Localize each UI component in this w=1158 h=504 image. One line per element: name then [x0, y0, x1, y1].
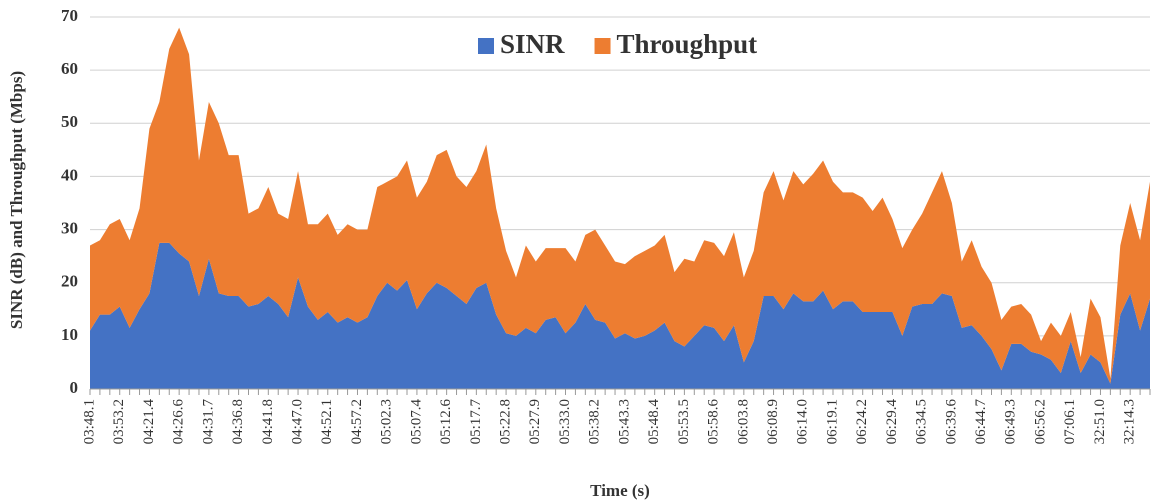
x-tick-label: 05:02.3 — [379, 399, 395, 444]
x-tick-label: 06:24.2 — [854, 399, 870, 444]
x-tick-label: 05:07.4 — [408, 399, 424, 445]
x-tick-label: 04:36.8 — [230, 399, 246, 444]
x-tick-label: 06:39.6 — [943, 399, 959, 445]
x-tick-label: 32:14.3 — [1122, 399, 1138, 444]
x-tick-label: 04:47.0 — [289, 399, 305, 444]
x-tick-label: 04:31.7 — [200, 399, 216, 445]
x-tick-label: 06:14.0 — [795, 399, 811, 444]
x-tick-label: 05:12.6 — [438, 399, 454, 445]
x-tick-label: 07:06.1 — [1062, 399, 1078, 444]
y-tick-label: 50 — [61, 112, 78, 131]
x-tick-label: 04:57.2 — [349, 399, 365, 444]
legend-swatch — [478, 38, 494, 54]
y-tick-label: 20 — [61, 272, 78, 291]
x-tick-label: 05:33.0 — [557, 399, 573, 444]
x-tick-label: 06:08.9 — [765, 399, 781, 444]
y-tick-label: 70 — [61, 6, 78, 25]
legend-swatch — [594, 38, 611, 54]
y-tick-label: 30 — [61, 218, 78, 237]
x-tick-label: 04:52.1 — [319, 399, 335, 444]
x-tick-label: 05:58.6 — [706, 399, 722, 445]
x-tick-label: 04:41.8 — [260, 399, 276, 444]
x-tick-label: 05:27.9 — [527, 399, 543, 444]
y-axis-title: SINR (dB) and Throughput (Mbps) — [7, 71, 26, 329]
y-tick-label: 40 — [61, 165, 78, 184]
y-tick-label: 60 — [61, 59, 78, 78]
area-1 — [90, 27, 1150, 384]
x-tick-label: 03:53.2 — [111, 399, 127, 444]
x-tick-label: 04:26.6 — [171, 399, 187, 445]
x-tick-label: 06:56.2 — [1032, 399, 1048, 444]
x-tick-label: 05:17.7 — [468, 399, 484, 445]
x-tick-label: 05:43.3 — [616, 399, 632, 444]
x-tick-label: 32:51.0 — [1092, 399, 1108, 444]
area-0 — [90, 242, 1150, 389]
legend-label: SINR — [500, 29, 565, 59]
x-tick-label: 04:21.4 — [141, 399, 157, 445]
y-tick-label: 10 — [61, 325, 78, 344]
y-tick-label: 0 — [70, 378, 79, 397]
x-tick-label: 05:22.8 — [498, 399, 514, 444]
x-tick-label: 06:49.3 — [1003, 399, 1019, 444]
x-axis-title: Time (s) — [590, 481, 650, 500]
legend-label: Throughput — [617, 29, 758, 59]
x-tick-label: 06:29.4 — [884, 399, 900, 445]
x-tick-label: 05:53.5 — [676, 399, 692, 444]
x-tick-label: 05:38.2 — [587, 399, 603, 444]
x-tick-label: 05:48.4 — [646, 399, 662, 445]
x-tick-label: 06:44.7 — [973, 399, 989, 445]
x-tick-label: 06:19.1 — [824, 399, 840, 444]
x-tick-label: 06:34.5 — [914, 399, 930, 444]
x-tick-label: 06:03.8 — [735, 399, 751, 444]
x-tick-label: 03:48.1 — [81, 399, 97, 444]
